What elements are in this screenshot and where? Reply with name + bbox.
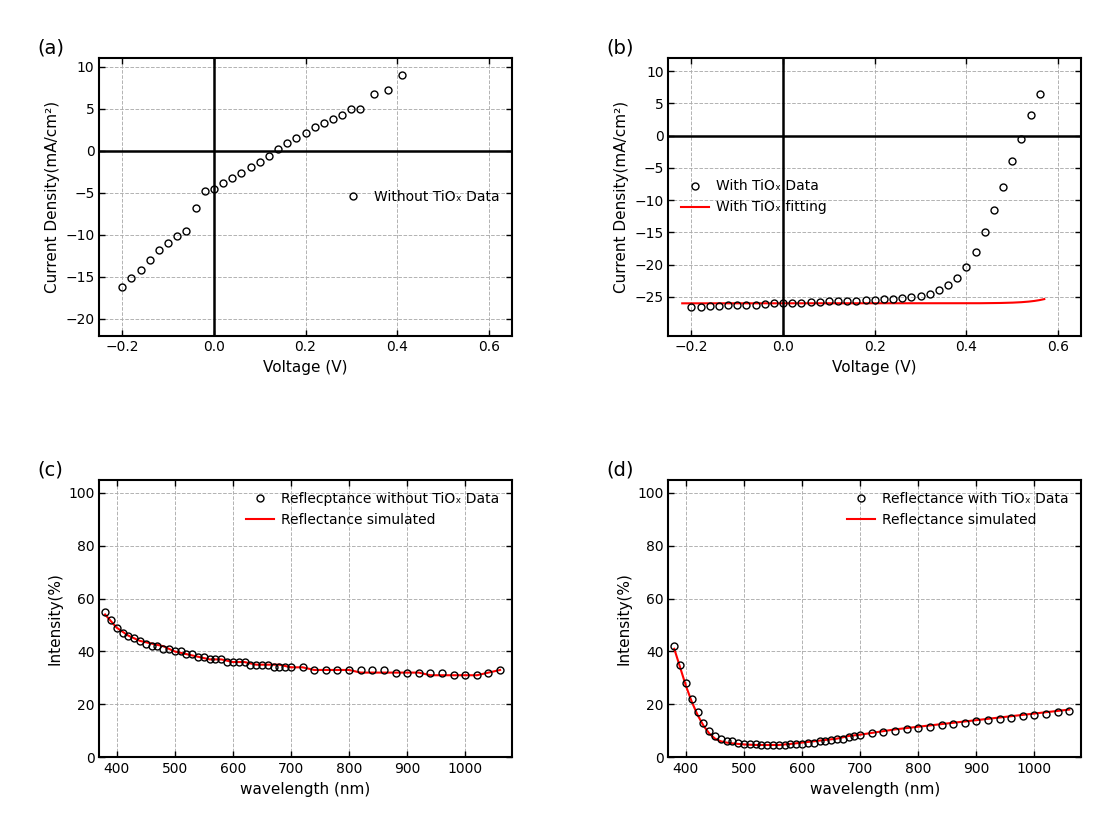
X-axis label: wavelength (nm): wavelength (nm) — [240, 781, 371, 796]
Text: (c): (c) — [38, 460, 63, 479]
Y-axis label: Current Density(mA/cm²): Current Density(mA/cm²) — [613, 101, 629, 293]
Legend: With TiOₓ Data, With TiOₓ fitting: With TiOₓ Data, With TiOₓ fitting — [675, 174, 832, 220]
Legend: Reflectance with TiOₓ Data, Reflectance simulated: Reflectance with TiOₓ Data, Reflectance … — [842, 487, 1074, 532]
Text: (b): (b) — [607, 39, 634, 58]
Legend: Reflecptance without TiOₓ Data, Reflectance simulated: Reflecptance without TiOₓ Data, Reflecta… — [240, 487, 505, 532]
X-axis label: wavelength (nm): wavelength (nm) — [810, 781, 940, 796]
Text: (d): (d) — [607, 460, 634, 479]
Text: (a): (a) — [38, 39, 64, 58]
Y-axis label: Intensity(%): Intensity(%) — [617, 572, 632, 665]
Y-axis label: Current Density(mA/cm²): Current Density(mA/cm²) — [44, 101, 60, 293]
Legend: Without TiOₓ Data: Without TiOₓ Data — [333, 185, 505, 210]
Y-axis label: Intensity(%): Intensity(%) — [47, 572, 63, 665]
X-axis label: Voltage (V): Voltage (V) — [264, 360, 347, 375]
X-axis label: Voltage (V): Voltage (V) — [833, 360, 917, 375]
